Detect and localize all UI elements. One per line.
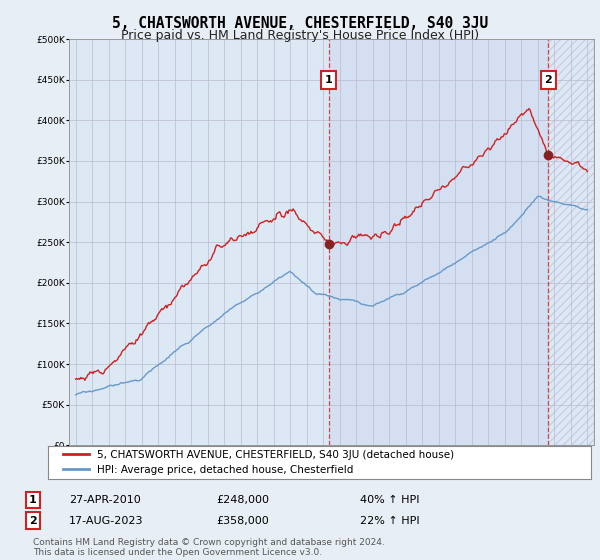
Legend: 5, CHATSWORTH AVENUE, CHESTERFIELD, S40 3JU (detached house), HPI: Average price: 5, CHATSWORTH AVENUE, CHESTERFIELD, S40 … bbox=[59, 446, 458, 479]
Text: 22% ↑ HPI: 22% ↑ HPI bbox=[360, 516, 419, 526]
Text: Contains HM Land Registry data © Crown copyright and database right 2024.
This d: Contains HM Land Registry data © Crown c… bbox=[33, 538, 385, 557]
Text: 17-AUG-2023: 17-AUG-2023 bbox=[69, 516, 143, 526]
Text: 1: 1 bbox=[325, 75, 332, 85]
Text: 5, CHATSWORTH AVENUE, CHESTERFIELD, S40 3JU: 5, CHATSWORTH AVENUE, CHESTERFIELD, S40 … bbox=[112, 16, 488, 31]
Text: £248,000: £248,000 bbox=[216, 495, 269, 505]
Text: Price paid vs. HM Land Registry's House Price Index (HPI): Price paid vs. HM Land Registry's House … bbox=[121, 29, 479, 42]
Text: 2: 2 bbox=[544, 75, 552, 85]
Bar bbox=[548, 39, 594, 445]
Text: 27-APR-2010: 27-APR-2010 bbox=[69, 495, 141, 505]
Text: 40% ↑ HPI: 40% ↑ HPI bbox=[360, 495, 419, 505]
Text: 2: 2 bbox=[29, 516, 37, 526]
Text: £358,000: £358,000 bbox=[216, 516, 269, 526]
Bar bbox=[329, 39, 548, 445]
Text: 1: 1 bbox=[29, 495, 37, 505]
